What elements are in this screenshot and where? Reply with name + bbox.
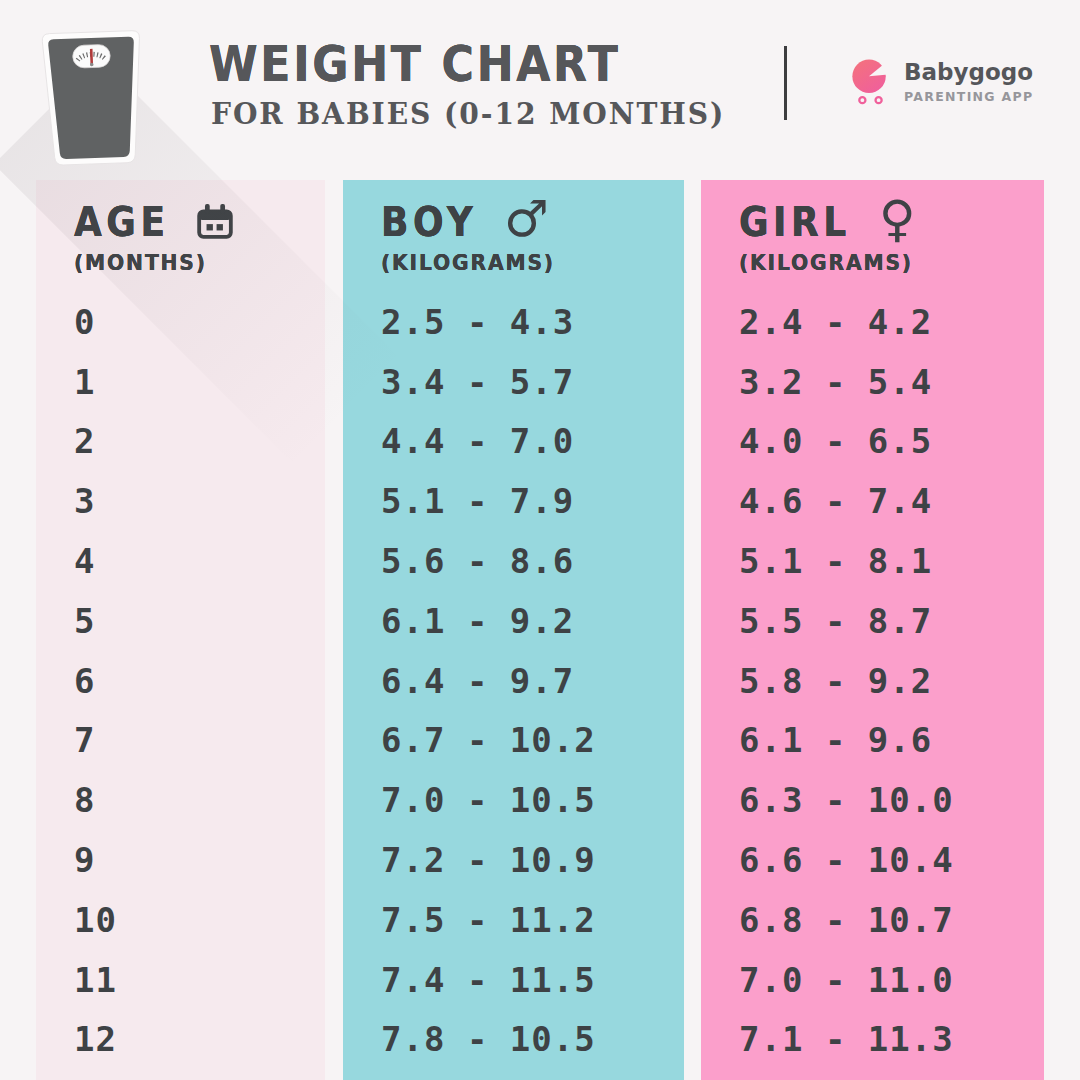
boy-weight-cell: 3.4 - 5.7: [381, 352, 684, 412]
age-column-header: AGE: [74, 198, 325, 246]
boy-weight-cell: 4.4 - 7.0: [381, 412, 684, 472]
male-symbol-icon: ♂: [504, 194, 549, 244]
female-symbol-icon: ♀: [879, 194, 916, 244]
girl-column: GIRL ♀ (KILOGRAMS) 2.4 - 4.2 3.2 - 5.4 4…: [701, 180, 1044, 1080]
girl-weight-cell: 5.8 - 9.2: [739, 651, 1044, 711]
age-cell: 8: [74, 770, 325, 830]
girl-column-unit: (KILOGRAMS): [739, 250, 1020, 278]
girl-weight-cell: 6.1 - 9.6: [739, 711, 1044, 771]
boy-weight-cell: 7.4 - 11.5: [381, 950, 684, 1010]
girl-weight-cell: 4.6 - 7.4: [739, 471, 1044, 531]
age-cell: 12: [74, 1010, 325, 1070]
age-cell: 6: [74, 651, 325, 711]
girl-weight-cell: 6.8 - 10.7: [739, 890, 1044, 950]
age-cell: 5: [74, 591, 325, 651]
girl-column-header: GIRL ♀: [739, 198, 1044, 246]
boy-column-rows: 2.5 - 4.3 3.4 - 5.7 4.4 - 7.0 5.1 - 7.9 …: [381, 292, 684, 1069]
age-cell: 4: [74, 531, 325, 591]
boy-weight-cell: 7.0 - 10.5: [381, 770, 684, 830]
boy-weight-cell: 7.5 - 11.2: [381, 890, 684, 950]
boy-weight-cell: 5.6 - 8.6: [381, 531, 684, 591]
girl-weight-cell: 3.2 - 5.4: [739, 352, 1044, 412]
girl-weight-cell: 4.0 - 6.5: [739, 412, 1044, 472]
weight-chart-infographic: WEIGHT CHART FOR BABIES (0-12 MONTHS) Ba…: [0, 0, 1080, 1080]
age-cell: 10: [74, 890, 325, 950]
weighing-scale-icon: [31, 22, 154, 178]
girl-weight-cell: 5.5 - 8.7: [739, 591, 1044, 651]
age-column-unit: (MONTHS): [74, 250, 305, 278]
calendar-icon: [196, 204, 234, 240]
boy-weight-cell: 6.1 - 9.2: [381, 591, 684, 651]
age-column-rows: 0 1 2 3 4 5 6 7 8 9 10 11 12: [74, 292, 325, 1069]
age-cell: 1: [74, 352, 325, 412]
age-column: AGE (MONTHS) 0 1 2 3 4 5 6 7 8: [36, 180, 325, 1080]
age-column-title: AGE: [74, 199, 170, 245]
boy-weight-cell: 2.5 - 4.3: [381, 292, 684, 352]
age-cell: 0: [74, 292, 325, 352]
boy-weight-cell: 5.1 - 7.9: [381, 471, 684, 531]
girl-column-title: GIRL: [739, 199, 851, 245]
boy-column: BOY ♂ (KILOGRAMS) 2.5 - 4.3 3.4 - 5.7 4.…: [343, 180, 684, 1080]
boy-weight-cell: 7.2 - 10.9: [381, 830, 684, 890]
girl-weight-cell: 7.0 - 11.0: [739, 950, 1044, 1010]
brand-name: Babygogo: [904, 60, 1033, 85]
header-divider: [784, 46, 787, 120]
page-subtitle: FOR BABIES (0-12 MONTHS): [211, 97, 725, 131]
age-cell: 2: [74, 412, 325, 472]
page-title: WEIGHT CHART: [209, 36, 621, 93]
boy-weight-cell: 7.8 - 10.5: [381, 1010, 684, 1070]
age-cell: 9: [74, 830, 325, 890]
boy-column-header: BOY ♂: [381, 198, 684, 246]
age-cell: 7: [74, 711, 325, 771]
girl-weight-cell: 6.3 - 10.0: [739, 770, 1044, 830]
girl-weight-cell: 6.6 - 10.4: [739, 830, 1044, 890]
girl-weight-cell: 5.1 - 8.1: [739, 531, 1044, 591]
baby-pram-icon: [849, 56, 891, 108]
age-cell: 11: [74, 950, 325, 1010]
brand-tagline: PARENTING APP: [904, 89, 1033, 104]
girl-weight-cell: 7.1 - 11.3: [739, 1010, 1044, 1070]
boy-weight-cell: 6.4 - 9.7: [381, 651, 684, 711]
brand-block: Babygogo PARENTING APP: [849, 56, 1033, 108]
boy-column-unit: (KILOGRAMS): [381, 250, 660, 278]
girl-weight-cell: 2.4 - 4.2: [739, 292, 1044, 352]
age-cell: 3: [74, 471, 325, 531]
boy-weight-cell: 6.7 - 10.2: [381, 711, 684, 771]
boy-column-title: BOY: [381, 199, 477, 245]
girl-column-rows: 2.4 - 4.2 3.2 - 5.4 4.0 - 6.5 4.6 - 7.4 …: [739, 292, 1044, 1069]
